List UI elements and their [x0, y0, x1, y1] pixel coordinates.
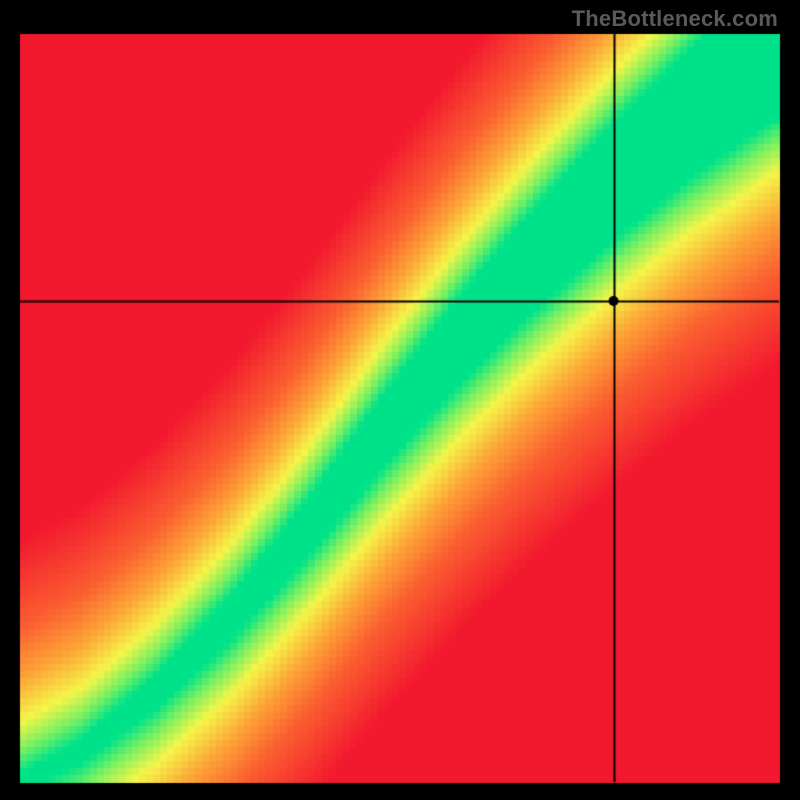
bottleneck-heatmap: [0, 0, 800, 800]
chart-container: TheBottleneck.com: [0, 0, 800, 800]
watermark-label: TheBottleneck.com: [572, 6, 778, 32]
